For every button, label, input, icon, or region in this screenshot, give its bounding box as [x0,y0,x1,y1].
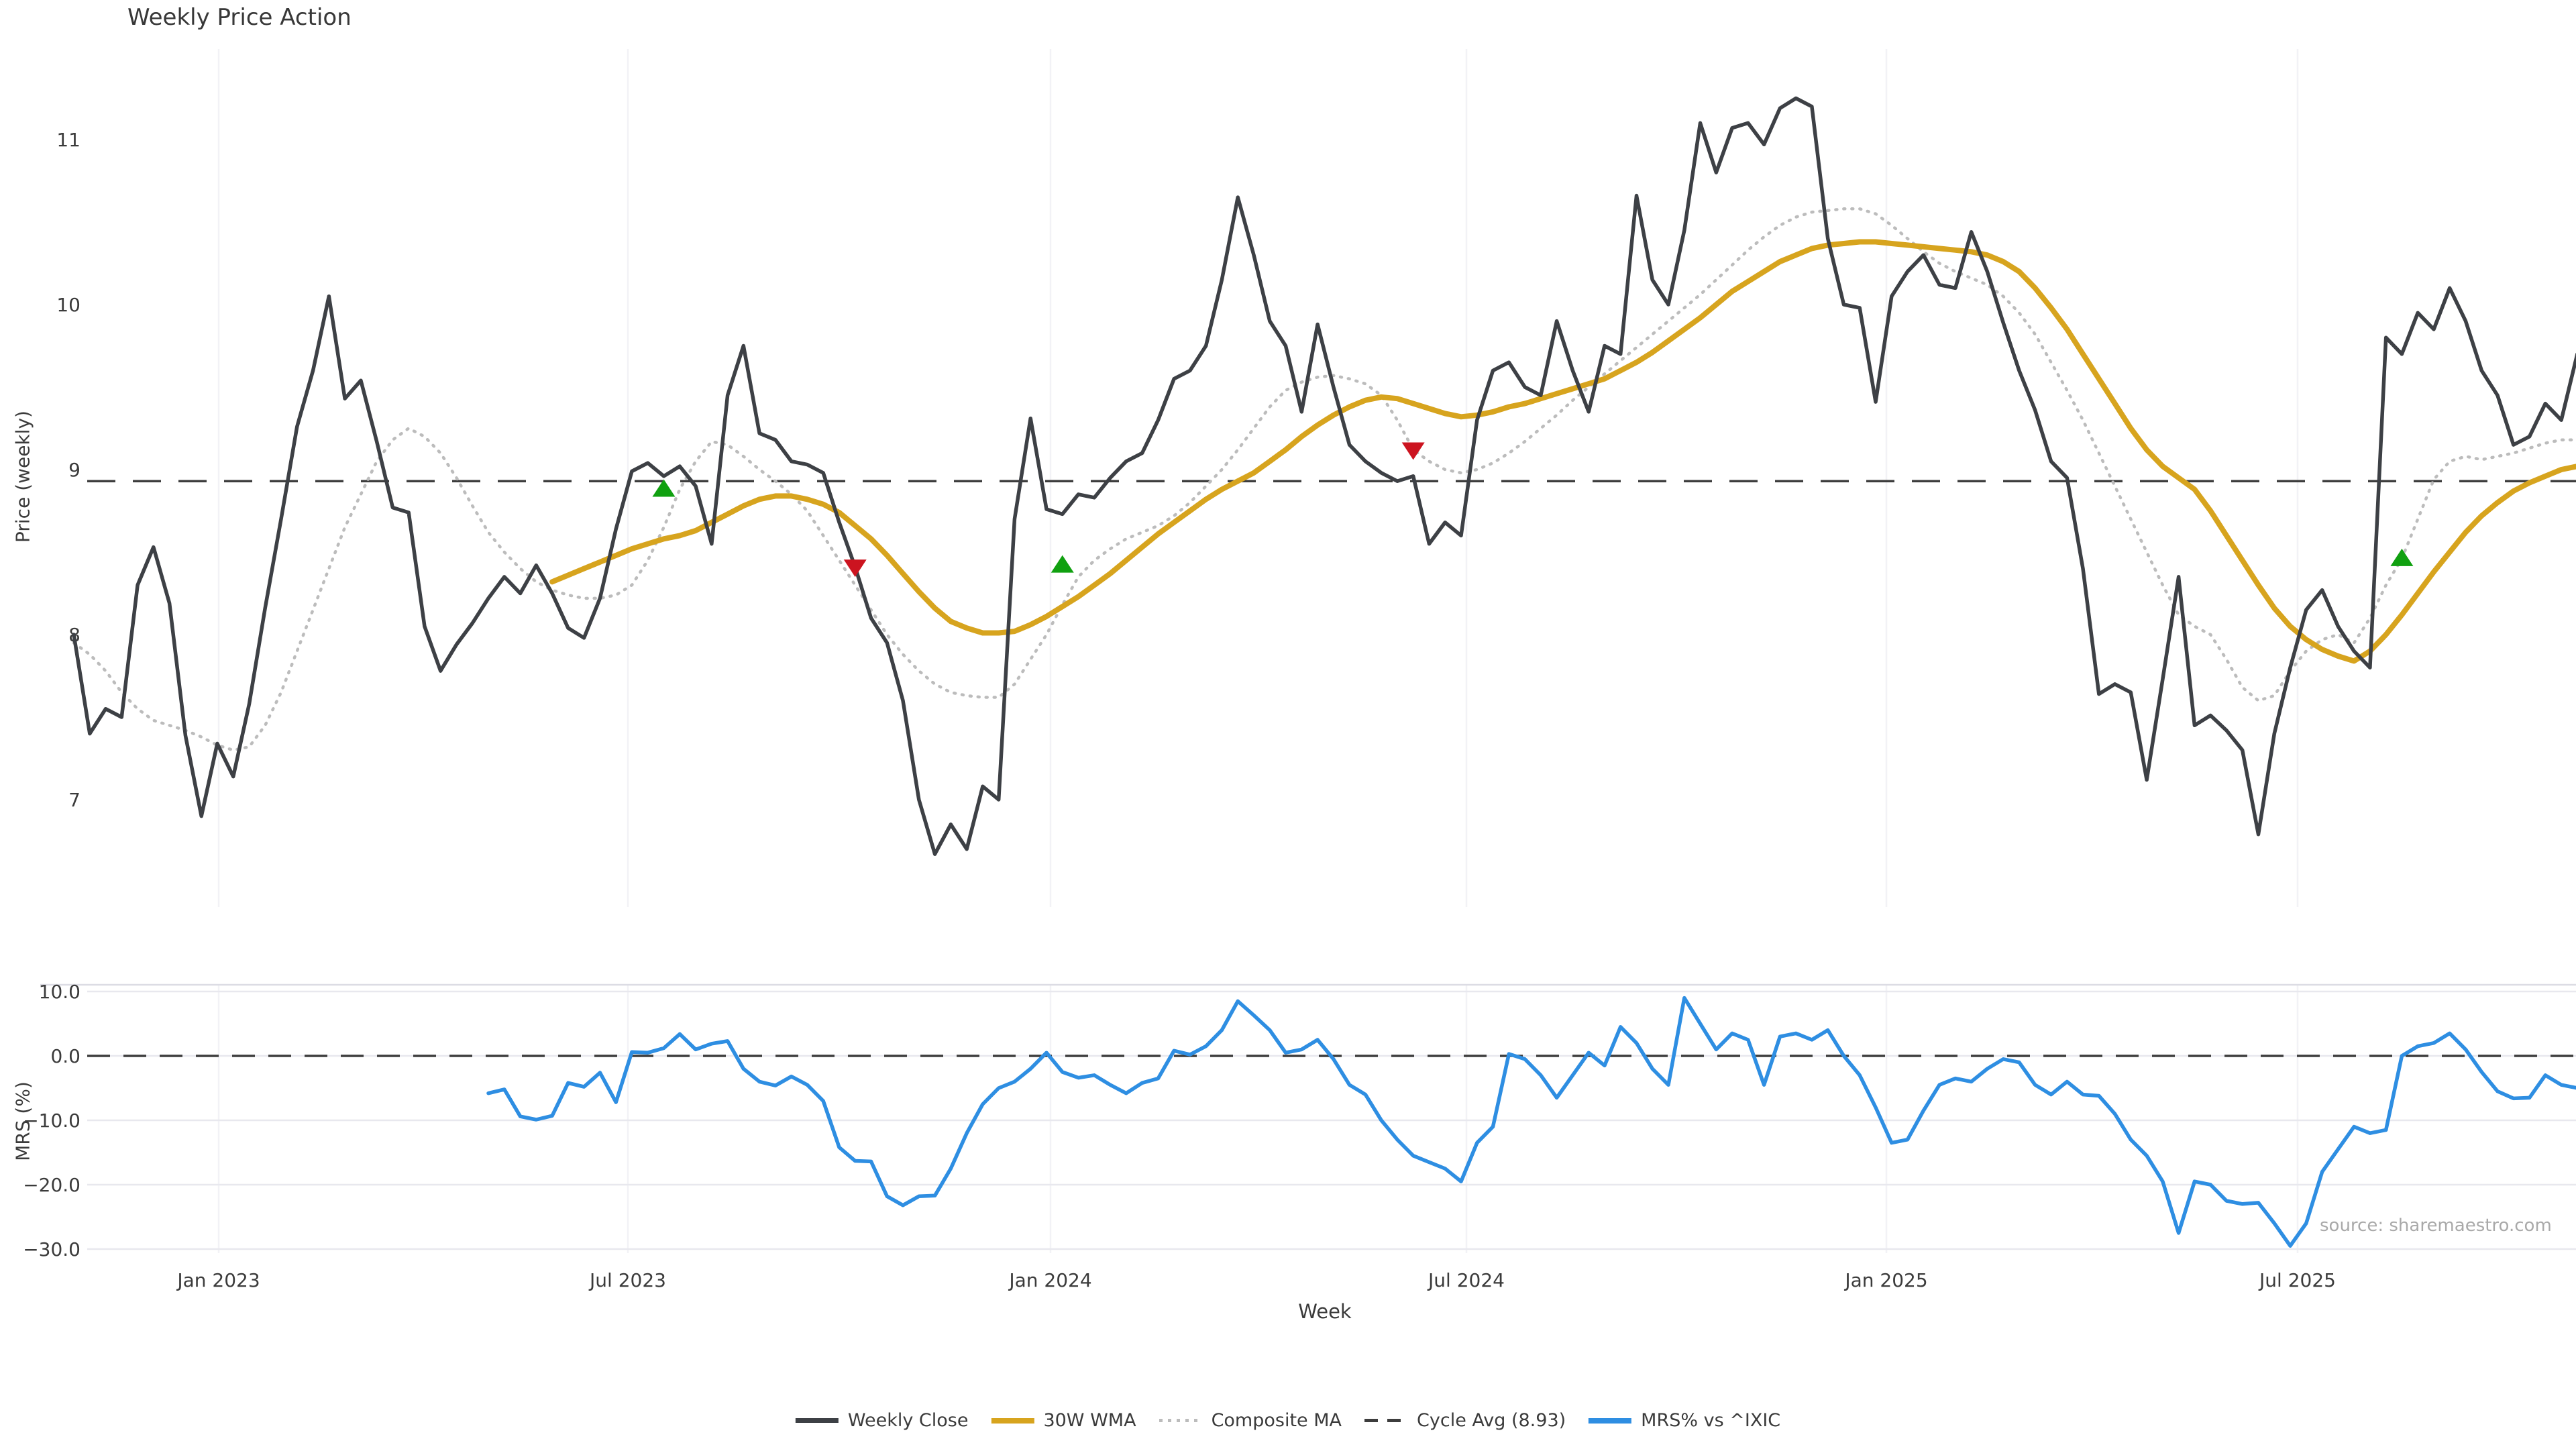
mrs-line [486,996,2576,1248]
buy-signal-marker [2390,548,2414,566]
mrs-tick-label: 0.0 [50,1045,80,1067]
mrs-tick-label: −10.0 [23,1110,80,1132]
price-axis-label: Price (weekly) [11,411,34,543]
composite-ma-line [72,207,2576,752]
mrs-axis-label: MRS (%) [11,1081,34,1161]
price-tick-label: 11 [56,129,80,151]
date-tick-label: Jul 2023 [588,1269,666,1291]
date-tick-label: Jul 2025 [2258,1269,2336,1291]
source-note: source: sharemaestro.com [2320,1216,2552,1236]
cycle-avg-dashed-line-icon [1364,1419,1408,1422]
weekly-close-line [72,96,2576,856]
price-tick-label: 7 [68,789,80,811]
price-tick-label: 9 [68,459,80,481]
price-tick-label: 10 [56,294,80,316]
mrs-tick-label: −30.0 [23,1238,80,1260]
legend-item-wma: 30W WMA [991,1410,1136,1431]
mrs-line-icon [1589,1417,1632,1424]
date-tick-label: Jan 2025 [1843,1269,1927,1291]
chart-legend: Weekly Close 30W WMA Composite MA Cycle … [795,1410,1780,1431]
wma-line-icon [991,1417,1034,1424]
legend-item-weekly-close: Weekly Close [795,1410,969,1431]
legend-label-wma: 30W WMA [1043,1410,1136,1431]
buy-signal-marker [1051,555,1074,573]
date-tick-label: Jan 2023 [176,1269,260,1291]
legend-label-mrs: MRS% vs ^IXIC [1641,1410,1781,1431]
legend-item-mrs: MRS% vs ^IXIC [1589,1410,1780,1431]
legend-label-cycle-avg: Cycle Avg (8.93) [1417,1410,1566,1431]
week-axis-label: Week [1298,1300,1352,1323]
wma-line [549,239,2576,664]
composite-dotted-line-icon [1159,1419,1202,1422]
mrs-tick-label: −20.0 [23,1174,80,1196]
mrs-tick-label: 10.0 [39,981,80,1003]
legend-label-composite: Composite MA [1211,1410,1342,1431]
legend-item-cycle-avg: Cycle Avg (8.93) [1364,1410,1566,1431]
sell-signal-marker [1401,442,1425,460]
date-tick-label: Jul 2024 [1427,1269,1505,1291]
weekly-close-line-icon [795,1418,839,1423]
legend-label-weekly-close: Weekly Close [847,1410,969,1431]
sell-signal-marker [843,559,867,578]
date-tick-label: Jan 2024 [1008,1269,1091,1291]
legend-item-composite: Composite MA [1159,1410,1342,1431]
buy-signal-marker [652,479,676,497]
page-title: Weekly Price Action [127,4,352,31]
